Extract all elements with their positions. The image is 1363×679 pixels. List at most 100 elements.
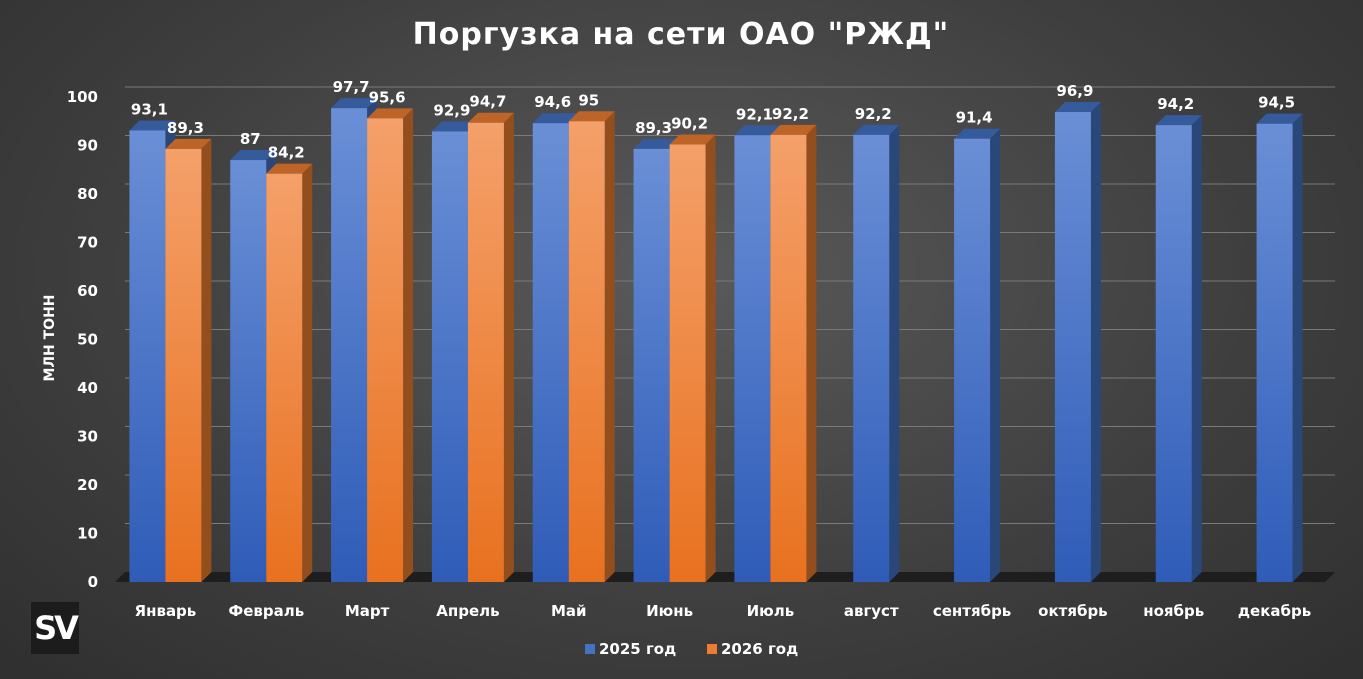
bar-side — [1191, 115, 1202, 582]
bar-front — [734, 135, 771, 582]
bar-2026-год-Январь — [165, 138, 212, 582]
bars — [129, 98, 1303, 583]
data-label: 96,9 — [1056, 82, 1093, 100]
bar-front — [367, 118, 404, 582]
bar-2025-год-октябрь — [1054, 102, 1101, 582]
legend-swatch — [707, 644, 717, 654]
bar-top — [230, 150, 277, 161]
bar-side — [604, 111, 615, 582]
bar-2025-год-декабрь — [1256, 113, 1303, 583]
y-tick-label: 30 — [77, 428, 98, 446]
y-axis-ticks: 0 10 20 30 40 50 60 70 80 90 100 — [67, 88, 98, 591]
x-tick-label: ноябрь — [1143, 602, 1204, 620]
bar-top — [633, 138, 680, 149]
bar-front — [954, 138, 991, 582]
bar-top — [568, 111, 615, 122]
y-tick-label: 70 — [77, 234, 98, 252]
bar-2026-год-Июнь — [669, 134, 716, 582]
bar-front — [266, 173, 303, 582]
bar-front — [331, 108, 368, 582]
bar-top — [770, 124, 817, 135]
chart-floor — [115, 572, 1335, 582]
data-label: 92,1 — [736, 105, 773, 123]
y-tick-label: 0 — [88, 573, 98, 591]
data-label: 95 — [578, 91, 599, 109]
x-tick-label: декабрь — [1238, 602, 1311, 620]
bar-2026-год-Март — [367, 108, 414, 582]
bar-top — [431, 121, 478, 132]
bar-front — [853, 134, 890, 582]
bar-side — [302, 163, 313, 582]
bar-2026-год-Апрель — [467, 112, 514, 582]
chart-title: Поргузка на сети ОАО "РЖД" — [413, 17, 950, 52]
bar-front — [770, 134, 807, 582]
bar-2026-год-Июль — [770, 124, 817, 582]
bar-front — [568, 121, 605, 582]
x-axis-ticks: Январь Февраль Март Апрель Май Июнь Июль август… — [135, 602, 1312, 620]
bar-side — [1292, 113, 1303, 583]
bar-top — [129, 120, 176, 131]
bar-2026-год-Май — [568, 111, 615, 582]
y-tick-label: 10 — [77, 525, 98, 543]
bar-side — [806, 124, 817, 582]
bar-top — [734, 125, 781, 136]
x-tick-label: сентябрь — [933, 602, 1011, 620]
data-label: 92,2 — [855, 105, 892, 123]
bar-front — [431, 131, 468, 582]
data-label: 92,2 — [772, 105, 809, 123]
y-axis-label: МЛН ТОНН — [42, 294, 58, 381]
bar-side — [990, 128, 1001, 582]
data-label: 94,5 — [1258, 94, 1295, 112]
bar-top — [367, 108, 414, 119]
legend-label: 2026 год — [721, 640, 798, 658]
bar-side — [1090, 102, 1101, 582]
bar-side — [403, 108, 414, 582]
bar-top — [532, 113, 579, 124]
bar-side — [201, 138, 212, 582]
x-tick-label: Апрель — [436, 602, 499, 620]
bar-2025-год-ноябрь — [1155, 115, 1202, 582]
y-tick-label: 60 — [77, 282, 98, 300]
bar-side — [705, 134, 716, 582]
y-tick-label: 100 — [67, 88, 98, 106]
bar-2025-год-август — [853, 124, 900, 582]
bar-front — [467, 122, 504, 582]
data-label: 89,3 — [167, 119, 204, 137]
legend-label: 2025 год — [599, 640, 676, 658]
x-tick-label: Февраль — [228, 602, 304, 620]
bar-top — [331, 98, 378, 109]
bar-side — [889, 124, 900, 582]
bar-top — [669, 134, 716, 145]
bar-top — [954, 128, 1001, 139]
bar-top — [467, 112, 514, 123]
x-tick-label: Январь — [135, 602, 197, 620]
bar-top — [1155, 115, 1202, 126]
bar-front — [532, 123, 569, 582]
floor-plane — [115, 572, 1335, 582]
x-tick-label: Март — [345, 602, 390, 620]
data-label: 97,7 — [333, 78, 370, 96]
data-label: 94,6 — [534, 93, 571, 111]
legend-swatch — [585, 644, 595, 654]
x-tick-label: Июнь — [646, 602, 693, 620]
gridlines — [125, 86, 1335, 524]
data-label: 94,2 — [1157, 95, 1194, 113]
x-tick-label: Июль — [747, 602, 795, 620]
y-tick-label: 80 — [77, 185, 98, 203]
y-tick-label: 20 — [77, 476, 98, 494]
y-tick-label: 90 — [77, 137, 98, 155]
data-label: 93,1 — [131, 100, 168, 118]
data-label: 95,6 — [369, 88, 406, 106]
bar-top — [1256, 113, 1303, 124]
watermark-logo: SV — [31, 602, 79, 654]
bar-front — [165, 148, 202, 582]
bar-front — [1256, 123, 1293, 583]
data-label: 89,3 — [635, 119, 672, 137]
bar-front — [669, 144, 706, 582]
bar-2025-год-сентябрь — [954, 128, 1001, 582]
data-label: 87 — [240, 130, 261, 148]
bar-top — [853, 124, 900, 135]
bar-front — [633, 148, 670, 582]
x-tick-label: октябрь — [1038, 602, 1108, 620]
